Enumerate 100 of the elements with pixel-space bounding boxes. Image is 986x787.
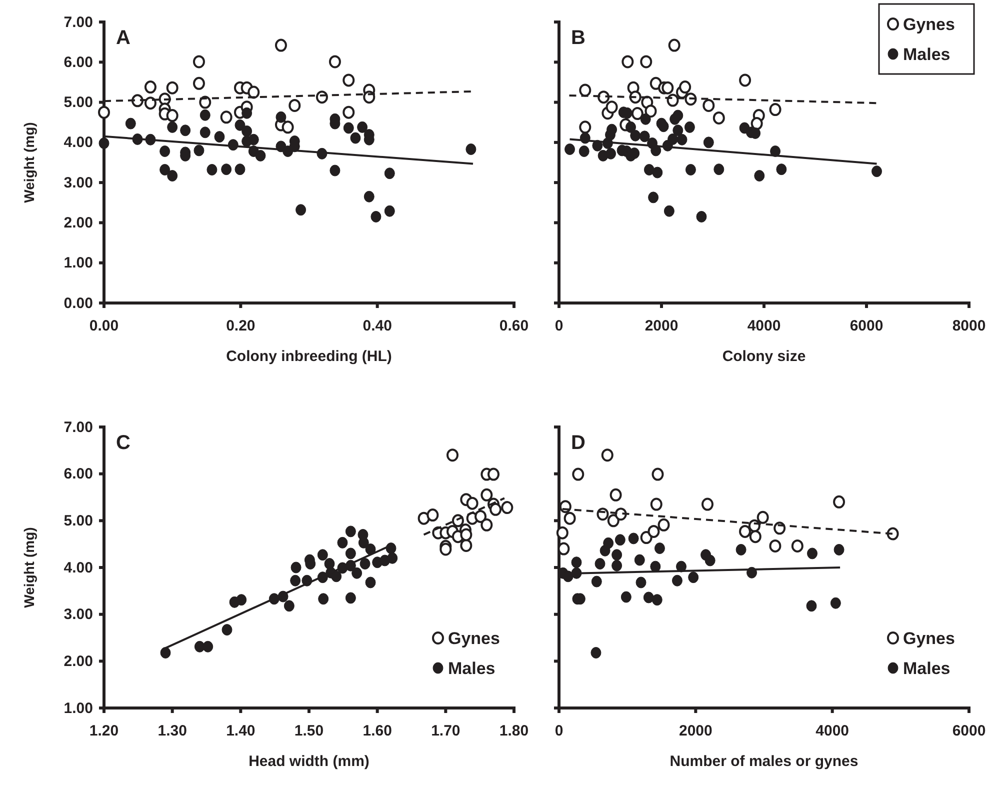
point	[571, 556, 582, 568]
point	[702, 98, 715, 112]
y-axis-title: Weight (mg)	[21, 122, 37, 203]
point	[318, 593, 329, 605]
x-tick-label: 1.70	[431, 722, 460, 740]
point	[345, 548, 356, 560]
point	[160, 146, 170, 158]
x-axis-title: Number of males or gynes	[670, 753, 858, 770]
point	[601, 448, 614, 462]
point	[650, 560, 661, 572]
point	[206, 164, 218, 176]
point	[426, 508, 439, 522]
point	[658, 518, 670, 532]
point	[166, 81, 178, 94]
point	[652, 166, 663, 178]
point	[672, 124, 684, 136]
point	[466, 496, 478, 510]
y-axis-title: Weight (mg)	[21, 527, 37, 608]
point	[806, 548, 818, 560]
point	[636, 576, 646, 588]
point	[791, 539, 804, 552]
x-tick-label: 1.60	[362, 722, 392, 740]
point	[639, 130, 650, 142]
y-tick-label: 1.00	[64, 254, 93, 272]
point	[688, 572, 699, 584]
x-tick-label: 1.50	[294, 722, 324, 740]
x-tick-label: 0	[554, 722, 564, 740]
point	[446, 448, 458, 462]
point	[350, 132, 361, 144]
point	[564, 144, 576, 156]
point	[622, 55, 634, 68]
x-axis-title: Colony inbreeding (HL)	[226, 348, 392, 365]
legend-label: Gynes	[903, 629, 955, 648]
point	[834, 544, 844, 556]
point	[612, 549, 622, 561]
point	[679, 80, 692, 94]
point	[276, 111, 286, 123]
point	[460, 528, 472, 542]
point	[328, 55, 341, 68]
x-tick-label: 8000	[952, 318, 986, 335]
point	[662, 81, 674, 94]
x-tick-label: 0	[554, 318, 564, 335]
point	[337, 536, 348, 548]
point	[628, 532, 639, 544]
point	[739, 524, 752, 538]
point	[872, 166, 882, 178]
point	[370, 210, 382, 222]
point	[685, 164, 696, 176]
annotation: B	[571, 27, 586, 49]
point	[672, 574, 682, 586]
point	[202, 640, 214, 652]
x-tick-label: 0.00	[89, 318, 119, 335]
y-tick-label: 4.00	[64, 134, 93, 152]
point	[603, 537, 614, 549]
point	[606, 148, 616, 160]
x-tick-label: 4000	[747, 318, 781, 335]
point	[579, 120, 592, 134]
point	[364, 190, 374, 202]
legend-label: Gynes	[448, 629, 500, 648]
point	[418, 512, 430, 525]
point	[610, 488, 622, 502]
point	[664, 205, 674, 217]
point	[345, 526, 356, 538]
x-tick-label: 1.20	[89, 722, 119, 740]
point	[648, 524, 660, 538]
point	[220, 110, 232, 124]
y-tick-label: 7.00	[64, 14, 93, 31]
point	[200, 109, 210, 121]
point	[590, 646, 602, 658]
point	[288, 98, 301, 112]
x-tick-label: 0.40	[362, 318, 392, 335]
y-tick-label: 3.00	[64, 174, 93, 192]
point	[317, 549, 328, 561]
point	[736, 544, 746, 556]
point	[234, 119, 246, 131]
point	[221, 164, 232, 176]
point	[234, 164, 246, 176]
point	[620, 591, 632, 603]
point	[606, 100, 618, 114]
annotation: C	[116, 432, 130, 454]
point	[345, 592, 356, 604]
point	[290, 574, 301, 586]
point	[830, 597, 841, 609]
point	[749, 530, 762, 544]
legend-label: Males	[448, 659, 496, 678]
x-tick-label: 2000	[644, 318, 678, 335]
point	[282, 120, 294, 134]
point	[612, 560, 622, 572]
y-tick-label: 7.00	[64, 418, 93, 436]
point	[360, 558, 370, 570]
point	[166, 109, 178, 122]
point	[676, 134, 688, 146]
point	[144, 96, 156, 110]
y-tick-label: 6.00	[64, 54, 93, 71]
y-tick-label: 0.00	[64, 294, 93, 312]
point	[776, 164, 787, 176]
x-tick-label: 6000	[952, 722, 986, 740]
point	[739, 74, 752, 87]
point	[180, 124, 191, 136]
point	[672, 110, 684, 122]
